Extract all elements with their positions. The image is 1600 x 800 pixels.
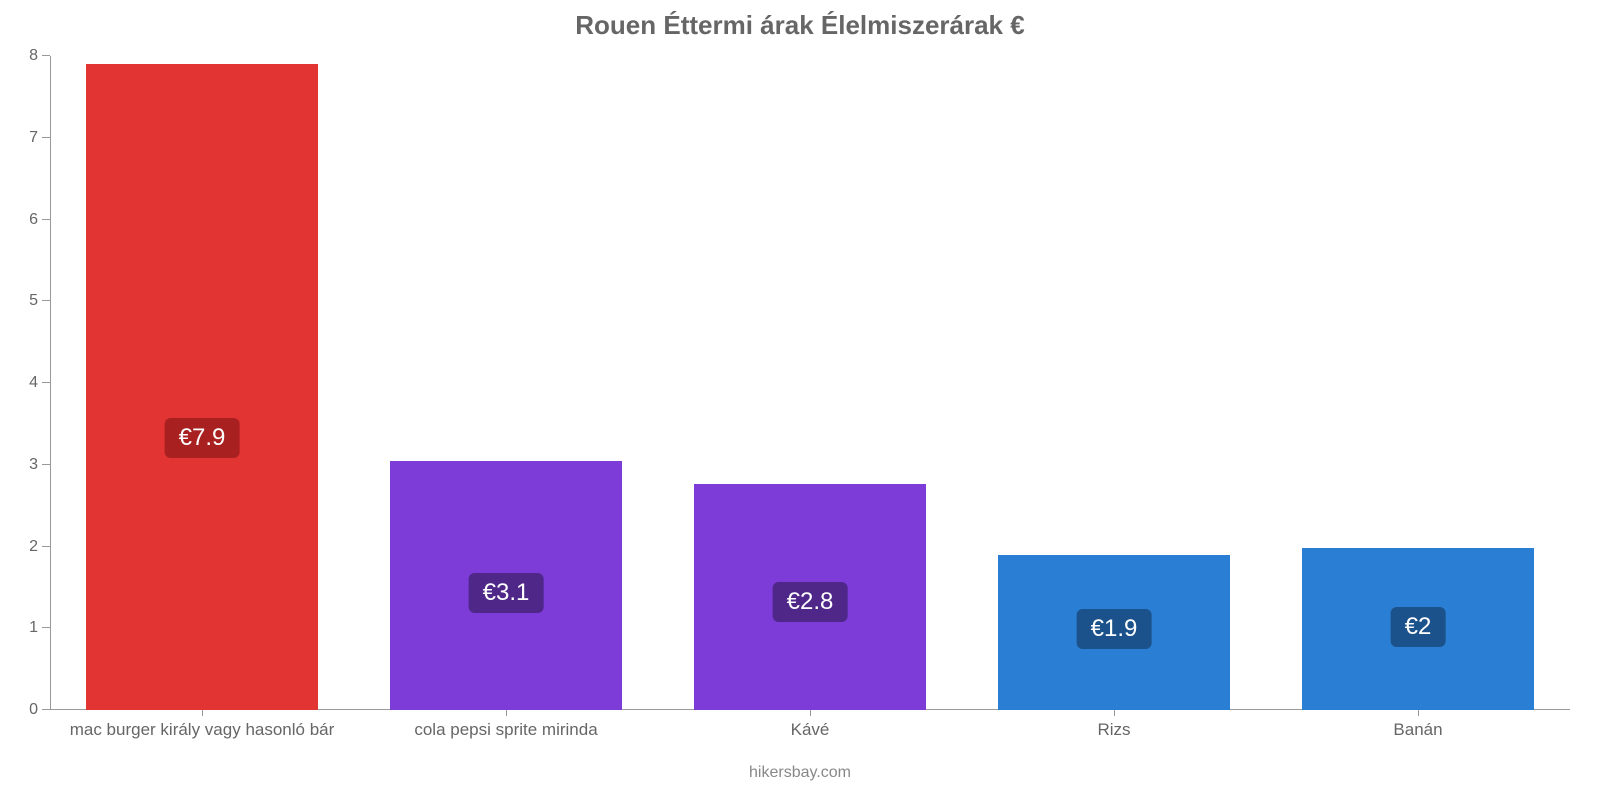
x-category-label: Banán [1393, 710, 1442, 740]
y-tick-label: 3 [29, 456, 50, 474]
bar-value-badge: €3.1 [469, 573, 544, 613]
y-tick-label: 8 [29, 47, 50, 65]
x-category-label: cola pepsi sprite mirinda [414, 710, 597, 740]
x-category-label: Rizs [1097, 710, 1130, 740]
bar-slot: €2.8Kávé [658, 56, 962, 710]
bar-value-badge: €2.8 [773, 582, 848, 622]
bar [86, 64, 317, 710]
x-category-label: Kávé [791, 710, 830, 740]
bar-slot: €7.9mac burger király vagy hasonló bár [50, 56, 354, 710]
y-tick-label: 2 [29, 538, 50, 556]
y-tick-label: 0 [29, 701, 50, 719]
bar-value-badge: €7.9 [165, 418, 240, 458]
y-tick-label: 4 [29, 374, 50, 392]
chart-title: Rouen Éttermi árak Élelmiszerárak € [0, 10, 1600, 41]
bar-slot: €1.9Rizs [962, 56, 1266, 710]
y-tick-label: 6 [29, 211, 50, 229]
y-tick-label: 5 [29, 292, 50, 310]
y-tick-label: 7 [29, 129, 50, 147]
bar-value-badge: €2 [1391, 607, 1446, 647]
chart-credit: hikersbay.com [0, 764, 1600, 782]
bar-value-badge: €1.9 [1077, 609, 1152, 649]
bar-slot: €3.1cola pepsi sprite mirinda [354, 56, 658, 710]
price-bar-chart: Rouen Éttermi árak Élelmiszerárak € 0123… [0, 0, 1600, 800]
bar-slot: €2Banán [1266, 56, 1570, 710]
plot-area: 012345678 €7.9mac burger király vagy has… [50, 56, 1570, 710]
x-category-label: mac burger király vagy hasonló bár [70, 710, 335, 740]
y-tick-label: 1 [29, 619, 50, 637]
